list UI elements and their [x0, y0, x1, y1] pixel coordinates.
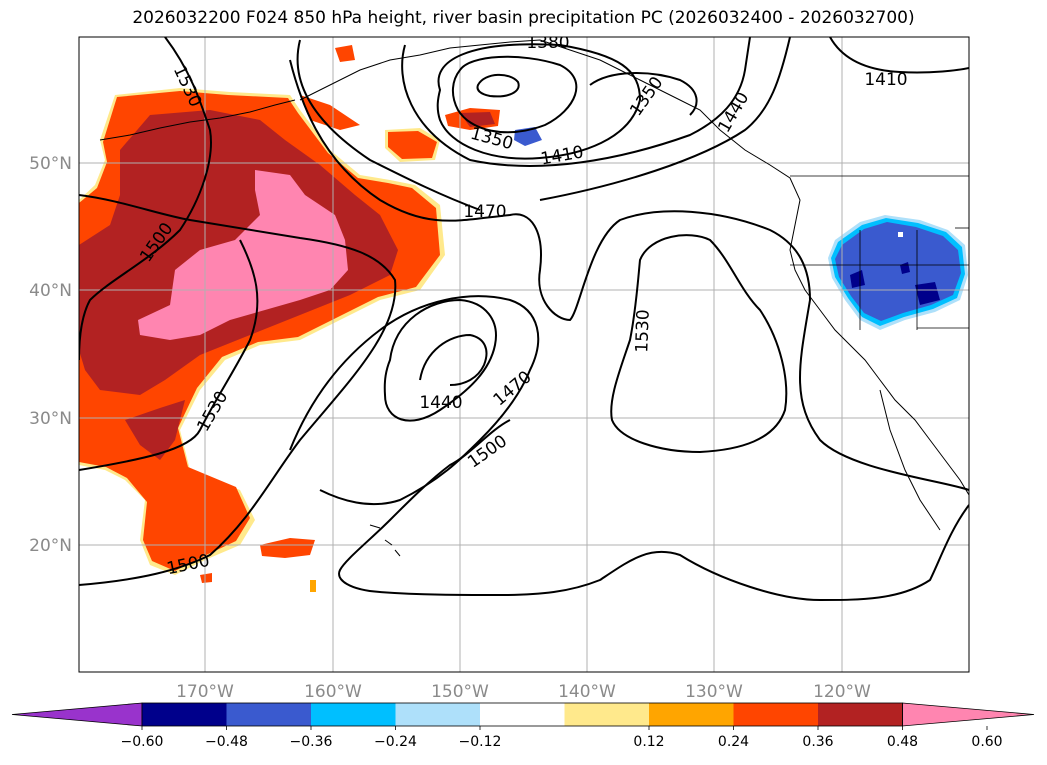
contour-label-1440: 1440	[419, 393, 462, 413]
chart-title: 2026032200 F024 850 hPa height, river ba…	[132, 8, 915, 28]
colorbar-tick-label: 0.12	[633, 734, 664, 750]
colorbar-tick-label: −0.24	[374, 734, 417, 750]
colorbar-tick-label: 0.48	[887, 734, 918, 750]
lat-labels: 50°N 40°N 30°N 20°N	[29, 154, 72, 556]
precip-patch	[915, 282, 940, 305]
lon-label-120w: 120°W	[813, 682, 871, 702]
contour-1380	[452, 55, 578, 134]
lon-label-150w: 150°W	[431, 682, 489, 702]
coastlines	[99, 39, 969, 557]
contour-1350-inner	[476, 73, 520, 98]
colorbar-swatch	[733, 703, 819, 726]
contour-1500-ring	[289, 59, 969, 602]
contour-1440-inner	[419, 333, 488, 386]
contour-1530-high	[610, 234, 788, 454]
lon-label-170w: 170°W	[176, 682, 234, 702]
colorbar-tick-label: −0.12	[459, 734, 502, 750]
precip-negative-region	[514, 127, 968, 330]
colorbar-swatch	[480, 703, 565, 726]
contour-label-1380: 1380	[526, 33, 569, 53]
colorbar-tick-label: 0.36	[802, 734, 833, 750]
map-frame	[78, 36, 970, 673]
lat-label-20n: 20°N	[29, 536, 72, 556]
contour-label-1530: 1530	[632, 309, 653, 353]
contour-1410-east	[829, 37, 969, 74]
precip-0.60	[138, 170, 348, 340]
coastline-baja	[879, 389, 941, 531]
precip-positive-region	[79, 45, 500, 592]
lon-label-160w: 160°W	[304, 682, 362, 702]
precip-patch	[388, 131, 437, 159]
colorbar-tick-label: −0.36	[290, 734, 333, 750]
colorbar: −0.60 −0.48 −0.36 −0.24 −0.12 0.12 0.24 0.36 0.4…	[11, 702, 1035, 750]
contour-label-1410: 1410	[864, 70, 907, 90]
precip-patch	[310, 580, 316, 592]
contour-label-1470: 1470	[463, 202, 506, 222]
contour-1410	[436, 43, 642, 160]
lat-label-40n: 40°N	[29, 281, 72, 301]
colorbar-swatch	[142, 703, 227, 726]
colorbar-swatch	[564, 703, 650, 726]
contour-1530-west	[79, 37, 259, 471]
colorbar-tick-label: 0.60	[971, 734, 1002, 750]
precip-patch	[850, 270, 865, 288]
state-borders	[790, 175, 969, 330]
precip-patch	[200, 573, 212, 583]
lat-label-30n: 30°N	[29, 409, 72, 429]
colorbar-tick-label: −0.48	[205, 734, 248, 750]
colorbar-extend-max	[902, 702, 1035, 727]
lon-label-140w: 140°W	[558, 682, 616, 702]
contour-1470-south	[289, 295, 540, 506]
contour-1440-closed	[383, 298, 497, 422]
precip-patch	[898, 232, 903, 237]
colorbar-frame	[141, 702, 903, 727]
colorbar-tick-label: 0.24	[718, 734, 749, 750]
colorbar-swatch	[226, 703, 312, 726]
contour-1470	[296, 37, 791, 211]
colorbar-swatch	[311, 703, 396, 726]
precip-patch	[300, 95, 360, 130]
coastline-aleutians	[99, 99, 296, 141]
lon-label-130w: 130°W	[685, 682, 743, 702]
coastline-north-america	[299, 39, 969, 496]
precip-patch	[460, 112, 495, 127]
precip-patch	[125, 400, 185, 460]
contour-1440-north	[401, 37, 751, 167]
colorbar-extend-min	[11, 702, 143, 727]
contour-1500-west	[79, 194, 397, 586]
colorbar-tick-label: −0.60	[121, 734, 164, 750]
lon-labels: 170°W 160°W 150°W 140°W 130°W 120°W	[176, 682, 871, 702]
coastline-hawaii	[369, 524, 401, 557]
colorbar-swatch	[818, 703, 903, 726]
colorbar-swatch	[649, 703, 734, 726]
lat-label-50n: 50°N	[29, 154, 72, 174]
precip-patch	[260, 538, 315, 558]
colorbar-swatch	[395, 703, 481, 726]
contour-1350-north	[589, 72, 698, 116]
precip-patch	[335, 45, 355, 62]
height-contours	[79, 37, 969, 602]
